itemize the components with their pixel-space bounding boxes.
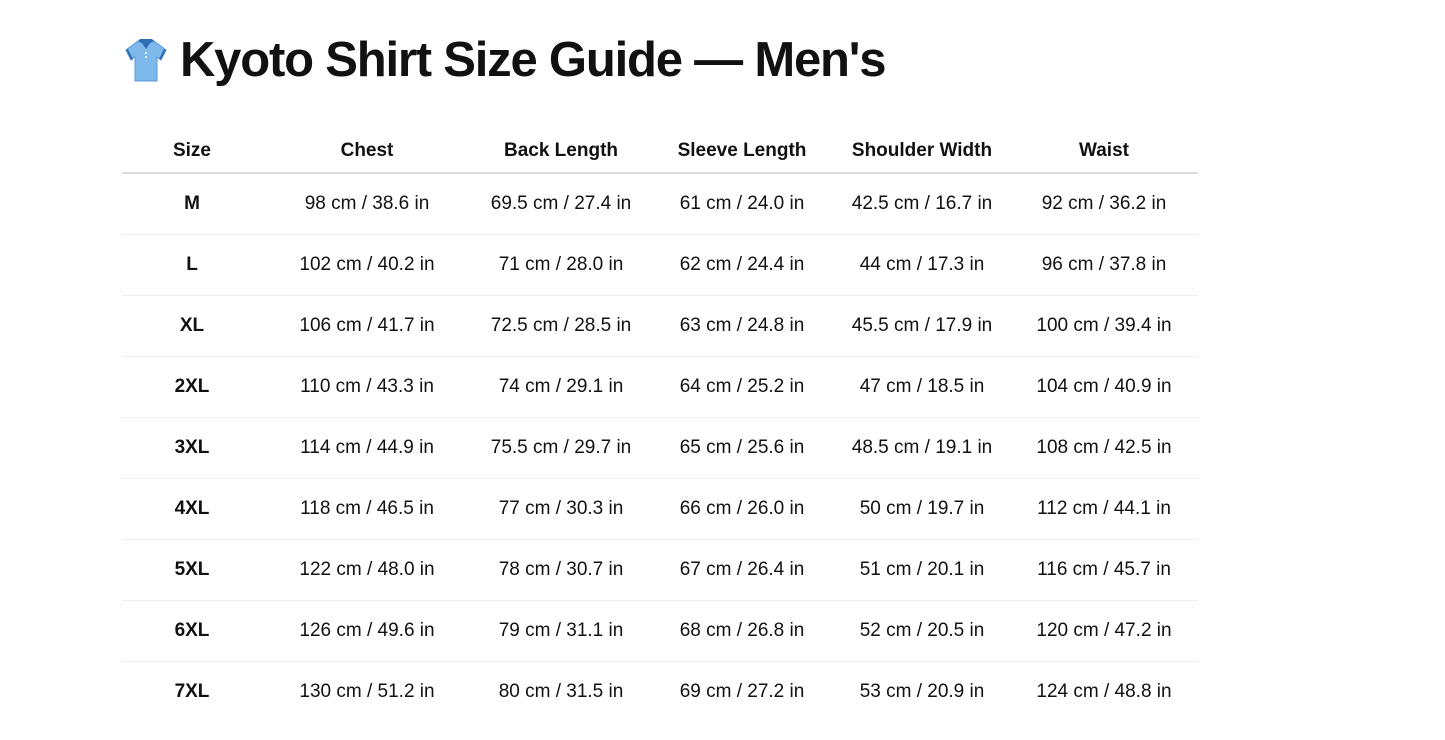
cell-sleeve-length: 68 cm / 26.8 in (650, 600, 834, 662)
column-header-chest: Chest (262, 130, 472, 174)
cell-chest: 114 cm / 44.9 in (262, 417, 472, 479)
cell-waist: 112 cm / 44.1 in (1010, 478, 1198, 540)
cell-size: M (122, 173, 262, 235)
cell-size: 3XL (122, 417, 262, 479)
cell-waist: 108 cm / 42.5 in (1010, 417, 1198, 479)
cell-waist: 92 cm / 36.2 in (1010, 173, 1198, 235)
cell-waist: 120 cm / 47.2 in (1010, 600, 1198, 662)
page-title: Kyoto Shirt Size Guide — Men's (122, 28, 886, 92)
cell-size: L (122, 234, 262, 296)
cell-shoulder-width: 52 cm / 20.5 in (834, 600, 1010, 662)
cell-sleeve-length: 66 cm / 26.0 in (650, 478, 834, 540)
cell-back-length: 75.5 cm / 29.7 in (472, 417, 650, 479)
cell-waist: 116 cm / 45.7 in (1010, 539, 1198, 601)
column-header-sleeve-length: Sleeve Length (650, 130, 834, 174)
column-header-size: Size (122, 130, 262, 174)
cell-shoulder-width: 53 cm / 20.9 in (859, 681, 985, 702)
cell-back-length: 78 cm / 30.7 in (472, 539, 650, 601)
cell-sleeve-length: 62 cm / 24.4 in (650, 234, 834, 296)
cell-shoulder-width: 50 cm / 19.7 in (834, 478, 1010, 540)
column-header-back-length: Back Length (472, 130, 650, 174)
table-row: L 102 cm / 40.2 in 71 cm / 28.0 in 62 cm / … (122, 234, 1198, 296)
table-row: 4XL 118 cm / 46.5 in 77 cm / 30.3 in 66 cm … (122, 478, 1198, 540)
cell-waist: 104 cm / 40.9 in (1010, 356, 1198, 418)
cell-sleeve-length: 63 cm / 24.8 in (650, 295, 834, 357)
cell-chest: 106 cm / 41.7 in (262, 295, 472, 357)
cell-chest: 122 cm / 48.0 in (262, 539, 472, 601)
title-text: Kyoto Shirt Size Guide — Men's (180, 33, 886, 87)
cell-size: 5XL (122, 539, 262, 601)
cell-sleeve-length: 64 cm / 25.2 in (650, 356, 834, 418)
cell-chest: 118 cm / 46.5 in (262, 478, 472, 540)
cell-size: 4XL (122, 478, 262, 540)
column-header-waist: Waist (1010, 130, 1198, 174)
cell-back-length: 69.5 cm / 27.4 in (472, 173, 650, 235)
cell-chest: 126 cm / 49.6 in (262, 600, 472, 662)
cell-waist: 100 cm / 39.4 in (1010, 295, 1198, 357)
cell-size: 7XL (174, 681, 210, 702)
cell-chest: 102 cm / 40.2 in (262, 234, 472, 296)
cell-back-length: 72.5 cm / 28.5 in (472, 295, 650, 357)
table-row: 7XL 130 cm / 51.2 in 80 cm / 31.5 in 69 cm … (122, 662, 1198, 723)
cell-shoulder-width: 44 cm / 17.3 in (834, 234, 1010, 296)
cell-back-length: 80 cm / 31.5 in (498, 681, 624, 702)
cell-back-length: 71 cm / 28.0 in (472, 234, 650, 296)
table-row: XL 106 cm / 41.7 in 72.5 cm / 28.5 in 63 cm… (122, 295, 1198, 357)
cell-back-length: 77 cm / 30.3 in (472, 478, 650, 540)
cell-chest: 110 cm / 43.3 in (262, 356, 472, 418)
size-table: Size Chest Back Length Sleeve Length Shoulde… (122, 130, 1198, 722)
cell-back-length: 74 cm / 29.1 in (472, 356, 650, 418)
cell-back-length: 79 cm / 31.1 in (472, 600, 650, 662)
cell-sleeve-length: 65 cm / 25.6 in (650, 417, 834, 479)
table-row: 2XL 110 cm / 43.3 in 74 cm / 29.1 in 64 cm … (122, 356, 1198, 418)
table-header-row: Size Chest Back Length Sleeve Length Shoulde… (122, 130, 1198, 174)
cell-size: 2XL (122, 356, 262, 418)
cell-shoulder-width: 51 cm / 20.1 in (834, 539, 1010, 601)
cell-sleeve-length: 67 cm / 26.4 in (650, 539, 834, 601)
polo-shirt-icon (125, 39, 167, 82)
cell-shoulder-width: 48.5 cm / 19.1 in (834, 417, 1010, 479)
column-header-shoulder-width: Shoulder Width (834, 130, 1010, 174)
cell-shoulder-width: 45.5 cm / 17.9 in (834, 295, 1010, 357)
table-row: 3XL 114 cm / 44.9 in 75.5 cm / 29.7 in 65 c… (122, 417, 1198, 479)
cell-sleeve-length: 69 cm / 27.2 in (679, 681, 805, 702)
cell-size: XL (122, 295, 262, 357)
cell-shoulder-width: 47 cm / 18.5 in (834, 356, 1010, 418)
cell-shoulder-width: 42.5 cm / 16.7 in (834, 173, 1010, 235)
cell-waist: 124 cm / 48.8 in (1036, 681, 1172, 702)
cell-chest: 130 cm / 51.2 in (299, 681, 435, 702)
table-row: M 98 cm / 38.6 in 69.5 cm / 27.4 in 61 cm /… (122, 173, 1198, 235)
cell-size: 6XL (122, 600, 262, 662)
cell-sleeve-length: 61 cm / 24.0 in (650, 173, 834, 235)
cell-waist: 96 cm / 37.8 in (1010, 234, 1198, 296)
table-row: 6XL 126 cm / 49.6 in 79 cm / 31.1 in 68 cm … (122, 600, 1198, 662)
table-row: 5XL 122 cm / 48.0 in 78 cm / 30.7 in 67 cm … (122, 539, 1198, 601)
cell-chest: 98 cm / 38.6 in (262, 173, 472, 235)
